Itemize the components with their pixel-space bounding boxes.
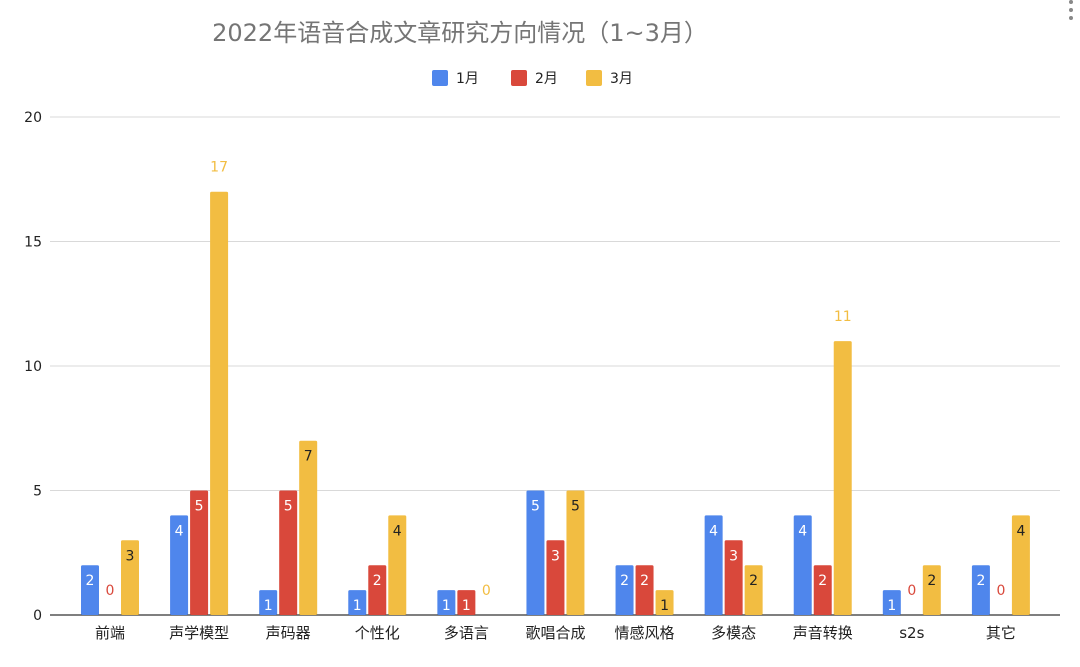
data-label: 17 xyxy=(210,160,228,176)
bar xyxy=(279,490,298,615)
chart-title: 2022年语音合成文章研究方向情况（1~3月） xyxy=(212,19,708,47)
bar xyxy=(793,515,812,615)
data-label: 7 xyxy=(304,449,313,465)
bar xyxy=(368,565,387,615)
bar xyxy=(388,515,407,615)
bar xyxy=(744,565,763,615)
y-axis: 0 5 10 15 20 xyxy=(24,110,42,624)
y-tick-label: 0 xyxy=(33,608,42,624)
data-label: 4 xyxy=(798,523,807,539)
bar xyxy=(615,565,634,615)
data-label: 3 xyxy=(551,548,560,564)
bar xyxy=(348,590,367,615)
data-label: 1 xyxy=(660,598,669,614)
y-tick-label: 15 xyxy=(24,235,42,251)
x-tick-label: 前端 xyxy=(95,624,125,642)
x-tick-label: s2s xyxy=(899,624,924,642)
bar xyxy=(655,590,674,615)
bar xyxy=(971,565,990,615)
bar xyxy=(833,341,852,615)
data-label: 4 xyxy=(175,523,184,539)
data-label: 3 xyxy=(126,548,135,564)
bar xyxy=(190,490,209,615)
data-label: 2 xyxy=(749,573,758,589)
bar xyxy=(635,565,654,615)
bar xyxy=(704,515,723,615)
y-tick-label: 20 xyxy=(24,110,42,126)
x-tick-label: 声音转换 xyxy=(793,624,853,642)
x-tick-label: 声码器 xyxy=(266,624,311,642)
legend-label: 1月 xyxy=(456,71,479,87)
data-label: 1 xyxy=(442,598,451,614)
data-label: 11 xyxy=(834,309,852,325)
x-tick-label: 其它 xyxy=(986,624,1016,642)
data-label: 0 xyxy=(482,583,491,599)
x-tick-label: 个性化 xyxy=(355,624,400,642)
data-label: 0 xyxy=(106,583,115,599)
y-tick-label: 10 xyxy=(24,359,42,375)
x-tick-label: 声学模型 xyxy=(169,624,229,642)
data-label: 2 xyxy=(86,573,95,589)
data-label: 1 xyxy=(264,598,273,614)
bar xyxy=(882,590,901,615)
data-label: 5 xyxy=(531,499,540,515)
data-label: 1 xyxy=(353,598,362,614)
data-label: 0 xyxy=(907,583,916,599)
y-tick-label: 5 xyxy=(33,484,42,500)
bar xyxy=(457,590,476,615)
bar xyxy=(566,490,585,615)
legend-swatch xyxy=(432,70,448,86)
bar xyxy=(299,440,318,615)
bar xyxy=(546,540,565,615)
data-label: 4 xyxy=(393,523,402,539)
bar xyxy=(1011,515,1030,615)
data-label: 2 xyxy=(927,573,936,589)
legend: 1月 2月 3月 xyxy=(432,70,633,87)
data-label: 1 xyxy=(462,598,471,614)
data-label: 3 xyxy=(729,548,738,564)
x-tick-label: 多语言 xyxy=(444,624,489,642)
bar xyxy=(121,540,139,615)
data-label: 5 xyxy=(195,499,204,515)
legend-swatch xyxy=(511,70,527,86)
bar xyxy=(922,565,941,615)
legend-label: 2月 xyxy=(535,71,558,87)
data-label: 2 xyxy=(976,573,985,589)
data-label: 2 xyxy=(640,573,649,589)
bar xyxy=(437,590,456,615)
bar xyxy=(813,565,832,615)
data-label: 0 xyxy=(996,583,1005,599)
data-label: 2 xyxy=(620,573,629,589)
bar xyxy=(724,540,743,615)
data-label: 2 xyxy=(818,573,827,589)
data-label: 4 xyxy=(709,523,718,539)
bars xyxy=(81,191,1030,615)
x-tick-label: 歌唱合成 xyxy=(525,624,585,642)
legend-swatch xyxy=(586,70,602,86)
bar xyxy=(526,490,545,615)
x-tick-label: 情感风格 xyxy=(615,624,675,642)
data-label: 1 xyxy=(887,598,896,614)
x-tick-label: 多模态 xyxy=(711,624,756,642)
bar xyxy=(81,565,99,615)
data-label: 4 xyxy=(1016,523,1025,539)
more-options-icon[interactable] xyxy=(1066,0,1076,22)
bar xyxy=(170,515,189,615)
bar xyxy=(210,191,229,615)
bar xyxy=(259,590,278,615)
data-label: 5 xyxy=(571,499,580,515)
x-axis: 前端 声学模型 声码器 个性化 多语言 歌唱合成 情感风格 多模态 声音转换 s2s 其它 xyxy=(95,624,1016,642)
data-label: 2 xyxy=(373,573,382,589)
legend-label: 3月 xyxy=(610,71,633,87)
data-label: 5 xyxy=(284,499,293,515)
